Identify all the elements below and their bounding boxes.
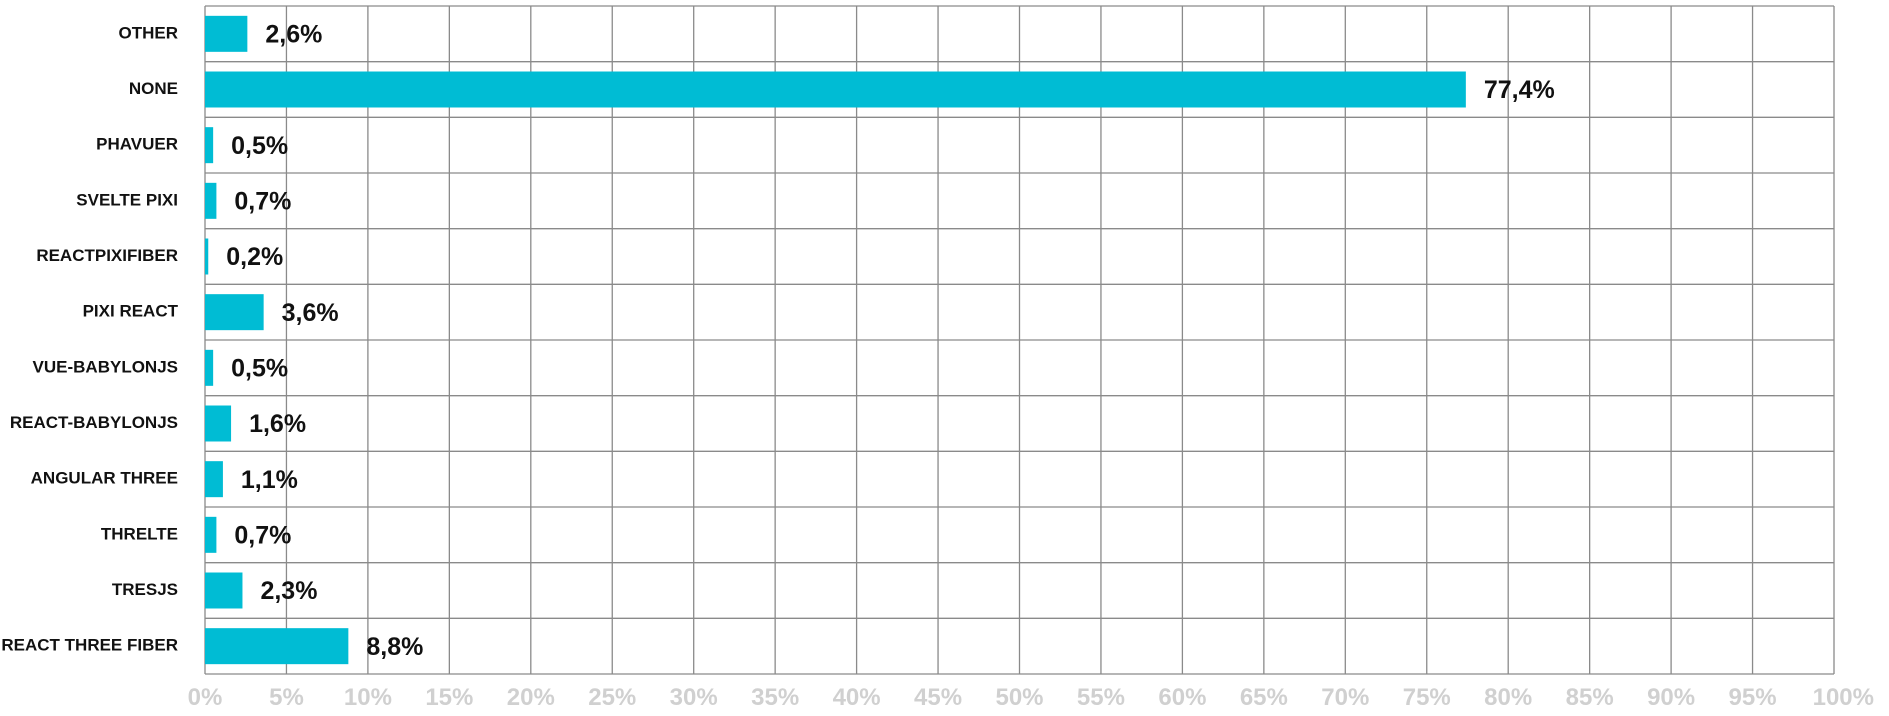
value-label-tresjs: 2,3% <box>260 577 317 605</box>
x-tick-label: 35% <box>751 684 799 711</box>
x-tick-label: 15% <box>425 684 473 711</box>
bar-pixi-react <box>205 294 264 331</box>
x-tick-label: 70% <box>1321 684 1369 711</box>
x-tick-label: 5% <box>269 684 304 711</box>
value-label-other: 2,6% <box>265 20 322 48</box>
grid <box>204 5 1835 675</box>
bar-none <box>205 71 1466 108</box>
x-tick-label: 55% <box>1077 684 1125 711</box>
bar-tresjs <box>205 572 243 609</box>
x-tick-label: 0% <box>188 684 223 711</box>
x-tick-label: 25% <box>588 684 636 711</box>
x-tick-label: 80% <box>1484 684 1532 711</box>
value-label-pixi-react: 3,6% <box>282 299 339 327</box>
bar-svelte-pixi <box>205 182 217 219</box>
category-label-other: OTHER <box>119 23 179 42</box>
x-tick-label: 45% <box>914 684 962 711</box>
value-label-none: 77,4% <box>1484 76 1555 104</box>
value-label-vue-babylonjs: 0,5% <box>231 354 288 382</box>
x-tick-label: 85% <box>1566 684 1614 711</box>
bar-react-three-fiber <box>205 628 349 665</box>
bar-vue-babylonjs <box>205 349 214 386</box>
value-labels: 2,6% 77,4% 0,5% 0,7% 0,2% 3,6% 0,5% 1,6% 1,1% 0,7… <box>226 20 1554 660</box>
category-labels: OTHER NONE PHAVUER SVELTE PIXI REACTPIXIFIBE… <box>1 23 178 654</box>
bar-react-babylonjs <box>205 405 232 442</box>
value-label-threlte: 0,7% <box>234 521 291 549</box>
x-tick-label: 95% <box>1729 684 1777 711</box>
category-label-reactpixifiber: REACTPIXIFIBER <box>36 246 178 265</box>
category-label-vue-babylonjs: VUE-BABYLONJS <box>33 357 178 376</box>
category-label-react-babylonjs: REACT-BABYLONJS <box>10 413 178 432</box>
x-tick-label: 30% <box>670 684 718 711</box>
x-tick-label: 100% <box>1813 684 1874 711</box>
x-tick-label: 10% <box>344 684 392 711</box>
x-tick-label: 50% <box>995 684 1043 711</box>
value-label-svelte-pixi: 0,7% <box>234 187 291 215</box>
bar-phavuer <box>205 127 214 164</box>
x-tick-label: 65% <box>1240 684 1288 711</box>
value-label-phavuer: 0,5% <box>231 132 288 160</box>
category-label-tresjs: TRESJS <box>112 580 178 599</box>
category-label-phavuer: PHAVUER <box>96 135 178 154</box>
value-label-react-three-fiber: 8,8% <box>366 633 423 661</box>
x-tick-label: 60% <box>1158 684 1206 711</box>
bar-other <box>205 15 248 52</box>
x-tick-label: 20% <box>507 684 555 711</box>
value-label-angular-three: 1,1% <box>241 466 298 494</box>
category-label-svelte-pixi: SVELTE PIXI <box>76 190 178 209</box>
category-label-pixi-react: PIXI REACT <box>83 302 179 321</box>
x-tick-label: 75% <box>1403 684 1451 711</box>
category-label-angular-three: ANGULAR THREE <box>31 469 178 488</box>
x-tick-label: 40% <box>833 684 881 711</box>
x-tick-label: 90% <box>1647 684 1695 711</box>
value-label-react-babylonjs: 1,6% <box>249 410 306 438</box>
bars <box>205 15 1466 665</box>
category-label-threlte: THRELTE <box>101 524 178 543</box>
bar-threlte <box>205 516 217 553</box>
bar-reactpixifiber <box>205 238 209 275</box>
category-label-none: NONE <box>129 79 178 98</box>
bar-angular-three <box>205 461 223 498</box>
value-label-reactpixifiber: 0,2% <box>226 243 283 271</box>
category-label-react-three-fiber: REACT THREE FIBER <box>1 636 178 655</box>
x-axis-tick-labels: 0% 5% 10% 15% 20% 25% 30% 35% 40% 45% 50% 55% 60% 65%… <box>188 684 1874 711</box>
